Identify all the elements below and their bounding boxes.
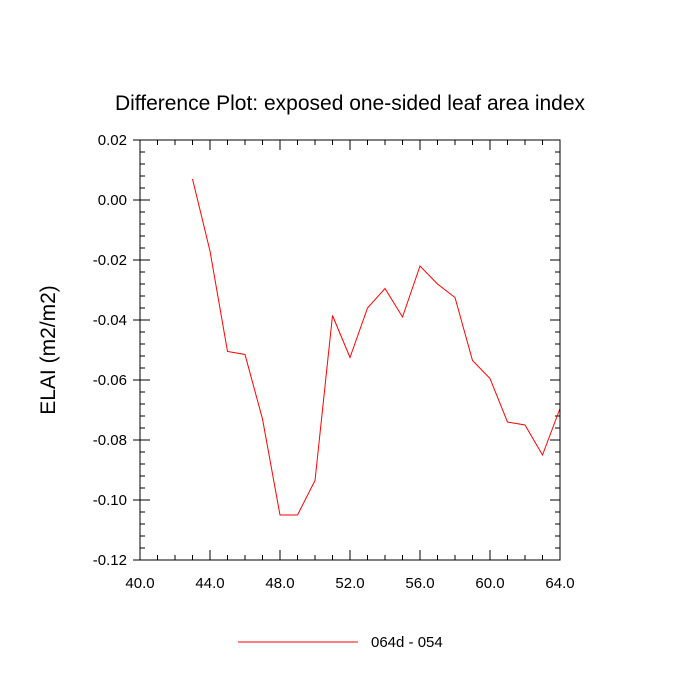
y-tick-label: -0.12 xyxy=(93,552,127,569)
plot-frame xyxy=(139,139,561,561)
y-axis-label: ELAI (m2/m2) xyxy=(37,285,60,415)
y-tick-label: -0.08 xyxy=(93,432,127,449)
y-tick-label: -0.04 xyxy=(93,312,127,329)
major-ticks xyxy=(133,139,561,561)
y-tick-label: 0.00 xyxy=(98,192,127,209)
x-tick-label: 48.0 xyxy=(265,575,294,592)
series-line xyxy=(192,178,561,516)
x-tick-label: 40.0 xyxy=(125,575,154,592)
y-tick-label: -0.10 xyxy=(93,492,127,509)
series-group xyxy=(192,178,561,516)
x-tick-label: 52.0 xyxy=(335,575,364,592)
x-tick-label: 64.0 xyxy=(545,575,574,592)
x-tick-label: 56.0 xyxy=(405,575,434,592)
y-tick-label: -0.02 xyxy=(93,252,127,269)
y-tick-label: -0.06 xyxy=(93,372,127,389)
x-tick-label: 44.0 xyxy=(195,575,224,592)
tick-labels: 40.0 44.0 48.0 52.0 56.0 60.0 64.0 -0.12 -0.10 -0… xyxy=(93,132,575,592)
legend-label: 064d - 054 xyxy=(371,634,443,651)
x-tick-label: 60.0 xyxy=(475,575,504,592)
chart-title: Difference Plot: exposed one-sided leaf … xyxy=(115,92,586,115)
y-tick-label: 0.02 xyxy=(98,132,127,149)
minor-ticks xyxy=(140,140,560,560)
legend: 064d - 054 xyxy=(238,634,443,651)
